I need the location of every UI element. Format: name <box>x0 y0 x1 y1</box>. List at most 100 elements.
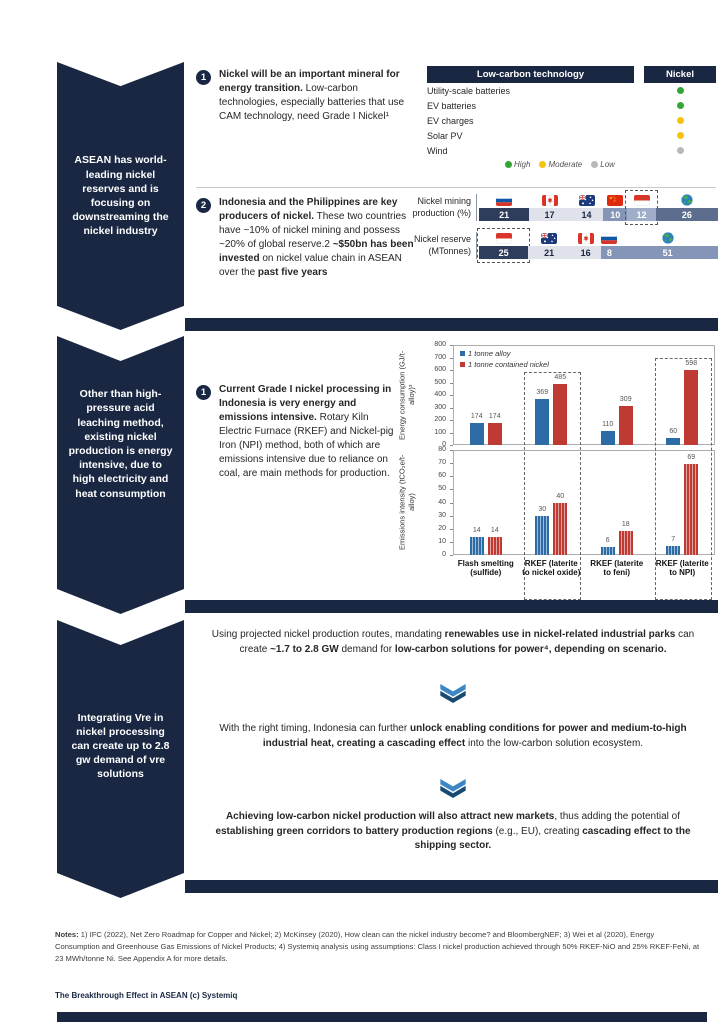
bar-contained-nickel <box>487 536 502 555</box>
bar-alloy <box>666 545 681 555</box>
nickel-mining-production-row: Nickel mining production (%) 21 17 14 10 12 2… <box>396 190 718 225</box>
technology-label: EV charges <box>427 115 474 126</box>
category-label: RKEF (laterite to NPI) <box>655 559 709 577</box>
segment-value: 26 <box>655 208 718 221</box>
country-segment-indonesia: 25 <box>476 228 531 263</box>
flag-australia-icon <box>578 194 595 206</box>
legend-dot <box>591 161 599 168</box>
segment-value: 8 <box>601 246 618 259</box>
header-nickel: Nickel <box>644 66 716 83</box>
legend-swatch <box>460 362 465 367</box>
segment-value: 16 <box>569 246 602 259</box>
country-segment-australia: 21 <box>528 232 570 259</box>
step-1-badge: 1 <box>196 70 211 85</box>
segment-value: 17 <box>529 208 570 221</box>
country-segment-world: 51 <box>617 232 718 259</box>
bar-contained-nickel <box>618 406 633 445</box>
bar-value-label: 14 <box>472 526 481 534</box>
legend-item: 1 tonne alloy <box>460 349 549 358</box>
segment-value: 10 <box>603 208 628 221</box>
point-2-text: Indonesia and the Philippines are key pr… <box>219 197 414 278</box>
bar-contained-nickel <box>553 384 568 445</box>
technology-label: Wind <box>427 145 448 156</box>
table-row: Solar PV <box>427 128 716 143</box>
bar-alloy <box>469 423 484 445</box>
country-segment-australia: 14 <box>569 194 604 221</box>
section-divider-3 <box>185 880 718 893</box>
y-tick-label: 700 <box>434 353 446 361</box>
country-segment-russia: 8 <box>601 232 618 259</box>
cascade-block-2: With the right timing, Indonesia can fur… <box>219 723 687 749</box>
flag-canada-icon <box>577 232 594 244</box>
bar-value-label: 18 <box>621 521 630 529</box>
legend-label: High <box>514 160 531 169</box>
y-tick-label: 50 <box>438 485 446 493</box>
nickel-demand-cell <box>644 117 716 124</box>
y-tick-mark <box>450 450 453 451</box>
country-segment-world: 26 <box>655 194 718 221</box>
cascade-block-3: Achieving low-carbon nickel production w… <box>215 811 691 851</box>
flag-globe-icon <box>662 232 674 244</box>
category-label: RKEF (laterite to feni) <box>590 559 644 577</box>
nickel-demand-cell <box>644 147 716 154</box>
bar-alloy <box>666 437 681 445</box>
country-segment-canada: 17 <box>529 194 570 221</box>
banner-reserves-text: ASEAN has world-leading nickel reserves … <box>72 154 169 238</box>
flag-globe-icon <box>681 194 693 206</box>
bar-alloy <box>600 431 615 445</box>
segment-value: 21 <box>479 208 530 221</box>
bar-value-label: 14 <box>490 526 499 534</box>
legend-dot <box>505 161 512 168</box>
bar-value-label: 485 <box>554 374 567 382</box>
chevron-down-icon <box>200 779 706 803</box>
section-hairline <box>196 187 716 188</box>
y-tick-label: 40 <box>438 498 446 506</box>
bar-alloy <box>469 536 484 555</box>
demand-level-dot <box>676 87 684 94</box>
bar-contained-nickel <box>618 531 633 555</box>
technology-label: EV batteries <box>427 100 477 111</box>
nickel-reserve-label: Nickel reserve (MTonnes) <box>413 234 471 256</box>
table-row: Utility-scale batteries <box>427 83 716 98</box>
y-tick-label: 800 <box>434 341 446 348</box>
energy-emissions-charts: 0 100 200 300 400 500 600 700 800 174 174 369 485 110… <box>425 340 718 600</box>
flag-china-icon <box>607 194 624 206</box>
y-tick-label: 60 <box>438 472 446 480</box>
country-segment-russia: 21 <box>479 194 530 221</box>
nickel-demand-table: Low-carbon technology Nickel Utility-sca… <box>427 66 716 169</box>
y-tick-mark <box>450 555 453 556</box>
category-label: Flash smelting (sulfide) <box>457 559 514 577</box>
banner-energy-intensity-text: Other than high-pressure acid leaching m… <box>68 388 173 500</box>
bar-contained-nickel <box>684 464 699 555</box>
y-tick-mark <box>450 528 453 530</box>
y-tick-label: 30 <box>438 511 446 519</box>
y-tick-mark <box>450 432 453 434</box>
bar-value-label: 369 <box>536 388 549 396</box>
bar-value-label: 7 <box>671 535 676 543</box>
technology-label: Utility-scale batteries <box>427 85 511 96</box>
table-row: Wind <box>427 143 716 158</box>
bar-value-label: 40 <box>556 492 565 500</box>
y-tick-mark <box>450 357 453 359</box>
legend-swatch <box>460 351 465 356</box>
bar-value-label: 309 <box>619 396 632 404</box>
y-tick-label: 10 <box>438 537 446 545</box>
legend-label: Low <box>600 160 615 169</box>
y-tick-mark <box>450 370 453 371</box>
bar-alloy <box>600 547 615 555</box>
cascade-block-1: Using projected nickel production routes… <box>211 629 695 655</box>
nickel-demand-cell <box>644 132 716 139</box>
legend-item: Low <box>591 160 615 169</box>
y-tick-label: 500 <box>434 378 446 386</box>
emissions-intensity-axis-label: Emissions intensity (tCO₂e/t-alloy) <box>397 454 416 551</box>
country-segment-indonesia: 12 <box>625 190 658 225</box>
legend-item: 1 tonne contained nickel <box>460 360 549 369</box>
energy-point-text: Current Grade I nickel processing in Ind… <box>219 384 394 479</box>
y-tick-label: 80 <box>438 446 446 453</box>
segment-value: 14 <box>569 208 604 221</box>
segment-value: 51 <box>617 246 718 259</box>
table-row: EV batteries <box>427 98 716 113</box>
notes-label: Notes: <box>55 930 79 939</box>
y-tick-label: 200 <box>434 416 446 423</box>
